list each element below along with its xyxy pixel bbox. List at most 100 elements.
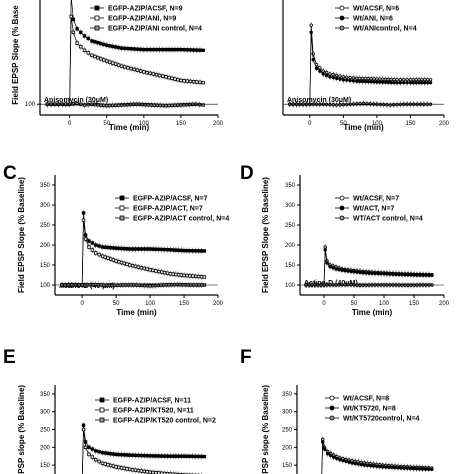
x-tick-label: 0: [322, 301, 326, 307]
data-point: [337, 267, 341, 272]
data-point: [409, 273, 413, 277]
data-point: [391, 272, 395, 276]
series-2: [321, 438, 434, 474]
y-tick-label: 150: [40, 263, 51, 269]
panel-letter: F: [240, 347, 252, 368]
data-point: [90, 241, 95, 245]
legend-entry: EGFP-AZIP/ACSF, N=7: [133, 196, 208, 203]
data-point: [174, 272, 178, 277]
y-tick-label: 200: [40, 445, 51, 451]
data-point: [426, 467, 431, 471]
data-point: [396, 466, 400, 470]
legend-entry: Wt/ANIcontrol, N=4: [353, 26, 417, 33]
chart-panel-6: F 150 200 250 300 350 EPSP slope (% Baseline) W…: [240, 347, 434, 474]
data-point: [414, 467, 419, 471]
data-point: [128, 453, 132, 457]
data-point: [143, 102, 148, 107]
data-point: [199, 275, 204, 279]
data-point: [195, 80, 199, 84]
data-point: [199, 249, 204, 253]
data-point: [390, 465, 394, 470]
x-tick-label: 150: [176, 121, 187, 127]
data-point: [171, 472, 175, 474]
drug-label: Actino-D (40μM): [304, 280, 358, 287]
data-point: [129, 47, 133, 51]
data-point: [119, 466, 124, 470]
data-point: [175, 282, 179, 287]
data-point: [188, 48, 193, 52]
data-point: [355, 79, 359, 83]
data-point: [133, 264, 138, 269]
series-2: [288, 29, 433, 108]
data-point: [136, 247, 141, 251]
legend-entry: Wt/ACSF, N=7: [353, 196, 399, 203]
data-point: [100, 461, 105, 466]
data-point: [102, 42, 106, 47]
data-point: [176, 78, 180, 82]
data-point: [160, 247, 164, 252]
x-tick-label: 100: [139, 121, 150, 127]
data-point: [358, 283, 362, 288]
legend-marker: [99, 407, 105, 413]
data-point: [135, 47, 140, 51]
data-point: [108, 452, 113, 456]
data-point: [348, 78, 352, 83]
data-point: [359, 462, 364, 467]
data-point: [158, 73, 162, 78]
data-point: [323, 248, 327, 252]
series-line: [82, 425, 205, 474]
data-point: [176, 454, 181, 458]
y-tick-label: 300: [40, 203, 51, 209]
data-point: [167, 75, 171, 80]
legend-entry: Wt/KT5720control, N=4: [343, 416, 420, 423]
data-point: [382, 272, 386, 276]
data-point: [125, 247, 129, 251]
data-point: [383, 80, 388, 84]
data-point: [117, 246, 121, 251]
data-point: [309, 30, 313, 35]
data-point: [417, 80, 421, 85]
data-point: [402, 466, 406, 470]
data-point: [381, 465, 385, 469]
data-point: [71, 30, 76, 35]
legend: Wt/ACSF, N=8 Wt/KT5720, N=8 Wt/KT5720contr…: [325, 396, 420, 423]
data-point: [380, 80, 385, 84]
x-axis-label: Time (min): [343, 123, 384, 132]
data-point: [117, 452, 121, 457]
data-point: [338, 458, 342, 462]
data-point: [94, 458, 98, 462]
x-axis-label: Time (min): [352, 308, 393, 317]
data-point: [414, 80, 418, 85]
data-point: [201, 48, 205, 53]
data-point: [154, 73, 159, 77]
data-point: [97, 459, 101, 464]
plot-area: [321, 436, 434, 474]
data-point: [142, 247, 146, 251]
legend: Wt/ACSF, N=6 Wt/ANI, N=6 Wt/ANIcontrol, N=…: [335, 6, 417, 33]
data-point: [321, 440, 325, 444]
data-point: [136, 468, 141, 473]
legend-marker: [339, 215, 345, 221]
data-point: [122, 453, 126, 457]
data-point: [174, 248, 178, 252]
data-point: [340, 268, 344, 272]
legend-marker: [329, 415, 335, 421]
data-point: [119, 246, 124, 251]
data-point: [366, 79, 370, 84]
data-point: [351, 79, 356, 83]
data-point: [164, 103, 168, 108]
data-point: [136, 453, 141, 458]
data-point: [193, 274, 198, 279]
legend-marker: [99, 417, 105, 423]
data-point: [352, 270, 356, 274]
legend-entry: EGFP-AZIP/ACT, N=7: [133, 206, 203, 213]
data-point: [179, 47, 183, 52]
data-point: [133, 453, 138, 458]
data-point: [395, 102, 399, 107]
data-point: [393, 465, 397, 470]
y-axis-label: Field EPSP Slope (% Baseline): [17, 177, 26, 293]
data-point: [341, 78, 346, 82]
data-point: [389, 80, 393, 85]
legend-entry: Wt/ACSF, N=8: [343, 396, 389, 403]
data-point: [111, 452, 116, 456]
